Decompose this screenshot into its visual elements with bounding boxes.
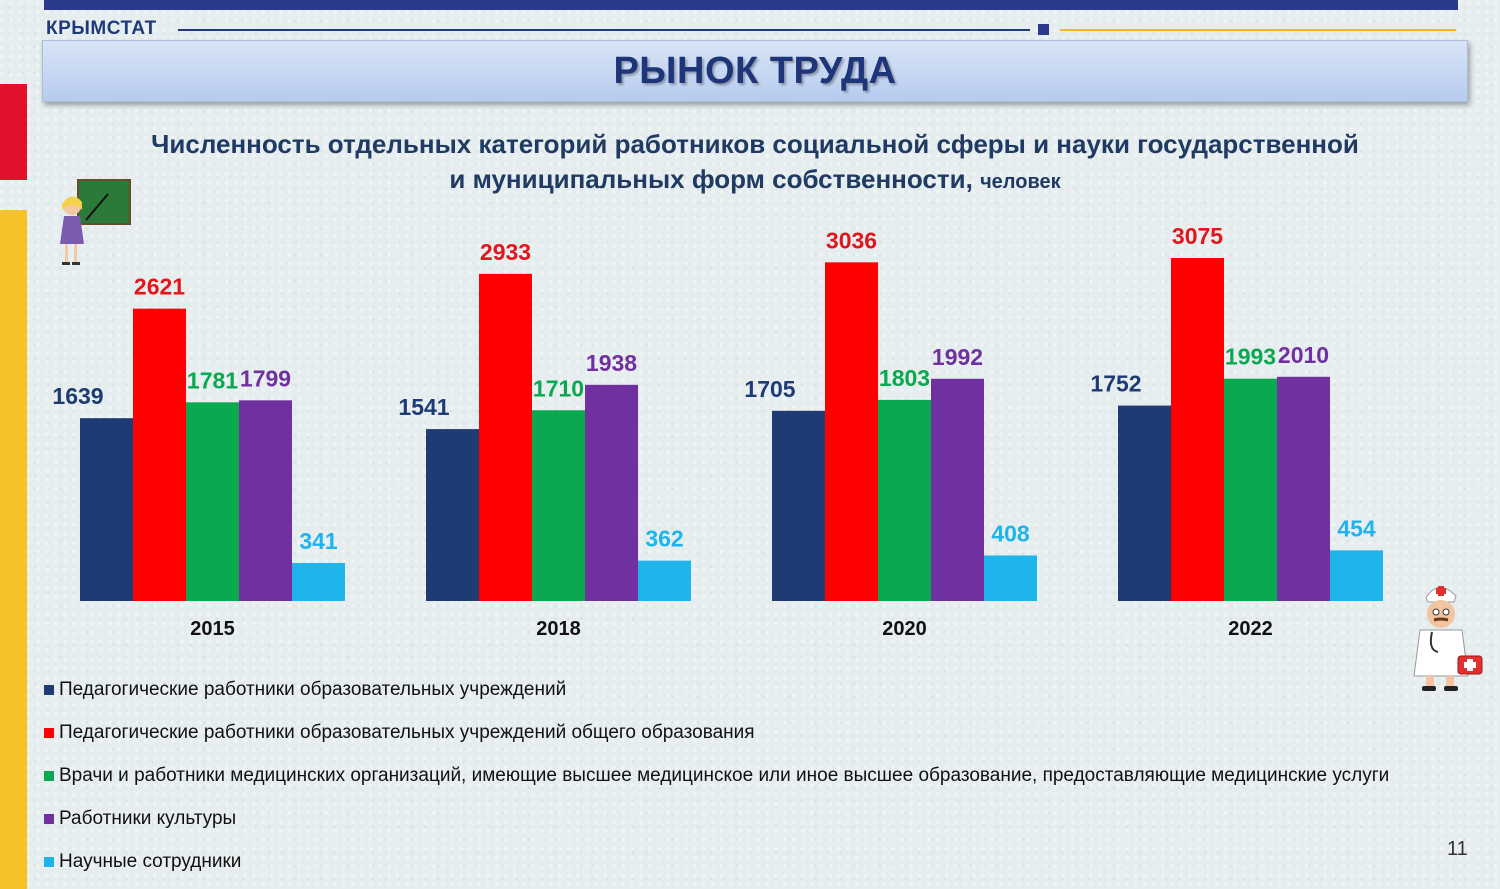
bar bbox=[984, 555, 1037, 601]
data-label: 454 bbox=[1337, 515, 1376, 541]
data-label: 1639 bbox=[52, 383, 103, 409]
bar bbox=[931, 378, 984, 601]
bar bbox=[186, 402, 239, 601]
header-rule-gold bbox=[1060, 29, 1456, 31]
legend-label: Научные сотрудники bbox=[59, 850, 242, 872]
subtitle-line-1: Численность отдельных категорий работник… bbox=[151, 129, 1359, 159]
side-accent-gold bbox=[0, 210, 27, 889]
top-band bbox=[44, 0, 1458, 10]
bar bbox=[80, 418, 133, 601]
bar bbox=[532, 410, 585, 601]
bar bbox=[1330, 550, 1383, 601]
subtitle-line-2-text: и муниципальных форм собственности, bbox=[449, 164, 973, 194]
data-label: 1803 bbox=[879, 365, 930, 391]
bar bbox=[239, 400, 292, 601]
bar bbox=[426, 429, 479, 601]
subtitle-unit: человек bbox=[980, 171, 1061, 193]
data-label: 362 bbox=[645, 526, 683, 552]
data-label: 1541 bbox=[398, 394, 449, 420]
bar bbox=[585, 384, 638, 601]
legend-swatch bbox=[44, 813, 54, 824]
bar bbox=[825, 262, 878, 601]
data-label: 1992 bbox=[932, 344, 983, 370]
x-tick-label: 2018 bbox=[536, 618, 581, 640]
legend-label: Работники культуры bbox=[59, 807, 237, 829]
legend-swatch bbox=[44, 727, 54, 738]
data-label: 408 bbox=[991, 520, 1030, 546]
data-label: 1938 bbox=[586, 350, 637, 376]
data-label: 1752 bbox=[1090, 371, 1141, 397]
bar bbox=[1277, 376, 1330, 601]
x-tick-label: 2015 bbox=[190, 618, 235, 640]
data-label: 1781 bbox=[187, 367, 238, 393]
legend-label: Педагогические работники образовательных… bbox=[59, 678, 567, 700]
data-label: 341 bbox=[299, 528, 338, 554]
bar bbox=[1171, 258, 1224, 601]
data-label: 1710 bbox=[533, 375, 584, 401]
bar bbox=[638, 560, 691, 601]
doctor-with-medical-bag-icon bbox=[1413, 586, 1483, 691]
data-label: 2621 bbox=[134, 274, 185, 300]
legend-item: Научные сотрудники bbox=[44, 840, 1389, 883]
data-label: 1993 bbox=[1225, 344, 1276, 370]
bar bbox=[772, 410, 825, 601]
legend-label: Педагогические работники образовательных… bbox=[59, 721, 755, 743]
subtitle-line-2: и муниципальных форм собственности, чело… bbox=[60, 162, 1450, 200]
bar bbox=[133, 308, 186, 601]
x-tick-label: 2020 bbox=[882, 618, 927, 640]
bar bbox=[479, 273, 532, 601]
data-label: 1705 bbox=[744, 376, 795, 402]
chart-legend: Педагогические работники образовательных… bbox=[44, 668, 1389, 883]
header-rule-blue bbox=[178, 29, 1030, 31]
legend-item: Педагогические работники образовательных… bbox=[44, 711, 1389, 754]
legend-swatch bbox=[44, 770, 54, 781]
page-title: РЫНОК ТРУДА bbox=[613, 49, 897, 92]
title-banner: РЫНОК ТРУДА bbox=[42, 40, 1468, 102]
legend-item: Врачи и работники медицинских организаци… bbox=[44, 754, 1389, 797]
data-label: 3075 bbox=[1172, 223, 1223, 249]
data-label: 2010 bbox=[1278, 342, 1329, 368]
bar bbox=[1224, 378, 1277, 601]
bar bbox=[292, 562, 345, 601]
side-accent-red bbox=[0, 84, 27, 180]
teacher-at-blackboard-icon bbox=[60, 179, 131, 265]
data-label: 2933 bbox=[480, 239, 531, 265]
data-label: 3036 bbox=[826, 227, 877, 253]
legend-item: Работники культуры bbox=[44, 797, 1389, 840]
chart-subtitle: Численность отдельных категорий работник… bbox=[60, 127, 1450, 200]
data-label: 1799 bbox=[240, 365, 291, 391]
legend-swatch bbox=[44, 684, 54, 695]
header-rule-square bbox=[1038, 24, 1049, 35]
legend-item: Педагогические работники образовательных… bbox=[44, 668, 1389, 711]
legend-swatch bbox=[44, 856, 54, 867]
bar bbox=[878, 399, 931, 601]
legend-label: Врачи и работники медицинских организаци… bbox=[59, 764, 1390, 786]
brand-name: КРЫМСТАТ bbox=[46, 18, 157, 39]
x-tick-label: 2022 bbox=[1228, 618, 1273, 640]
page-number: 11 bbox=[1447, 838, 1468, 860]
bar bbox=[1118, 405, 1171, 601]
